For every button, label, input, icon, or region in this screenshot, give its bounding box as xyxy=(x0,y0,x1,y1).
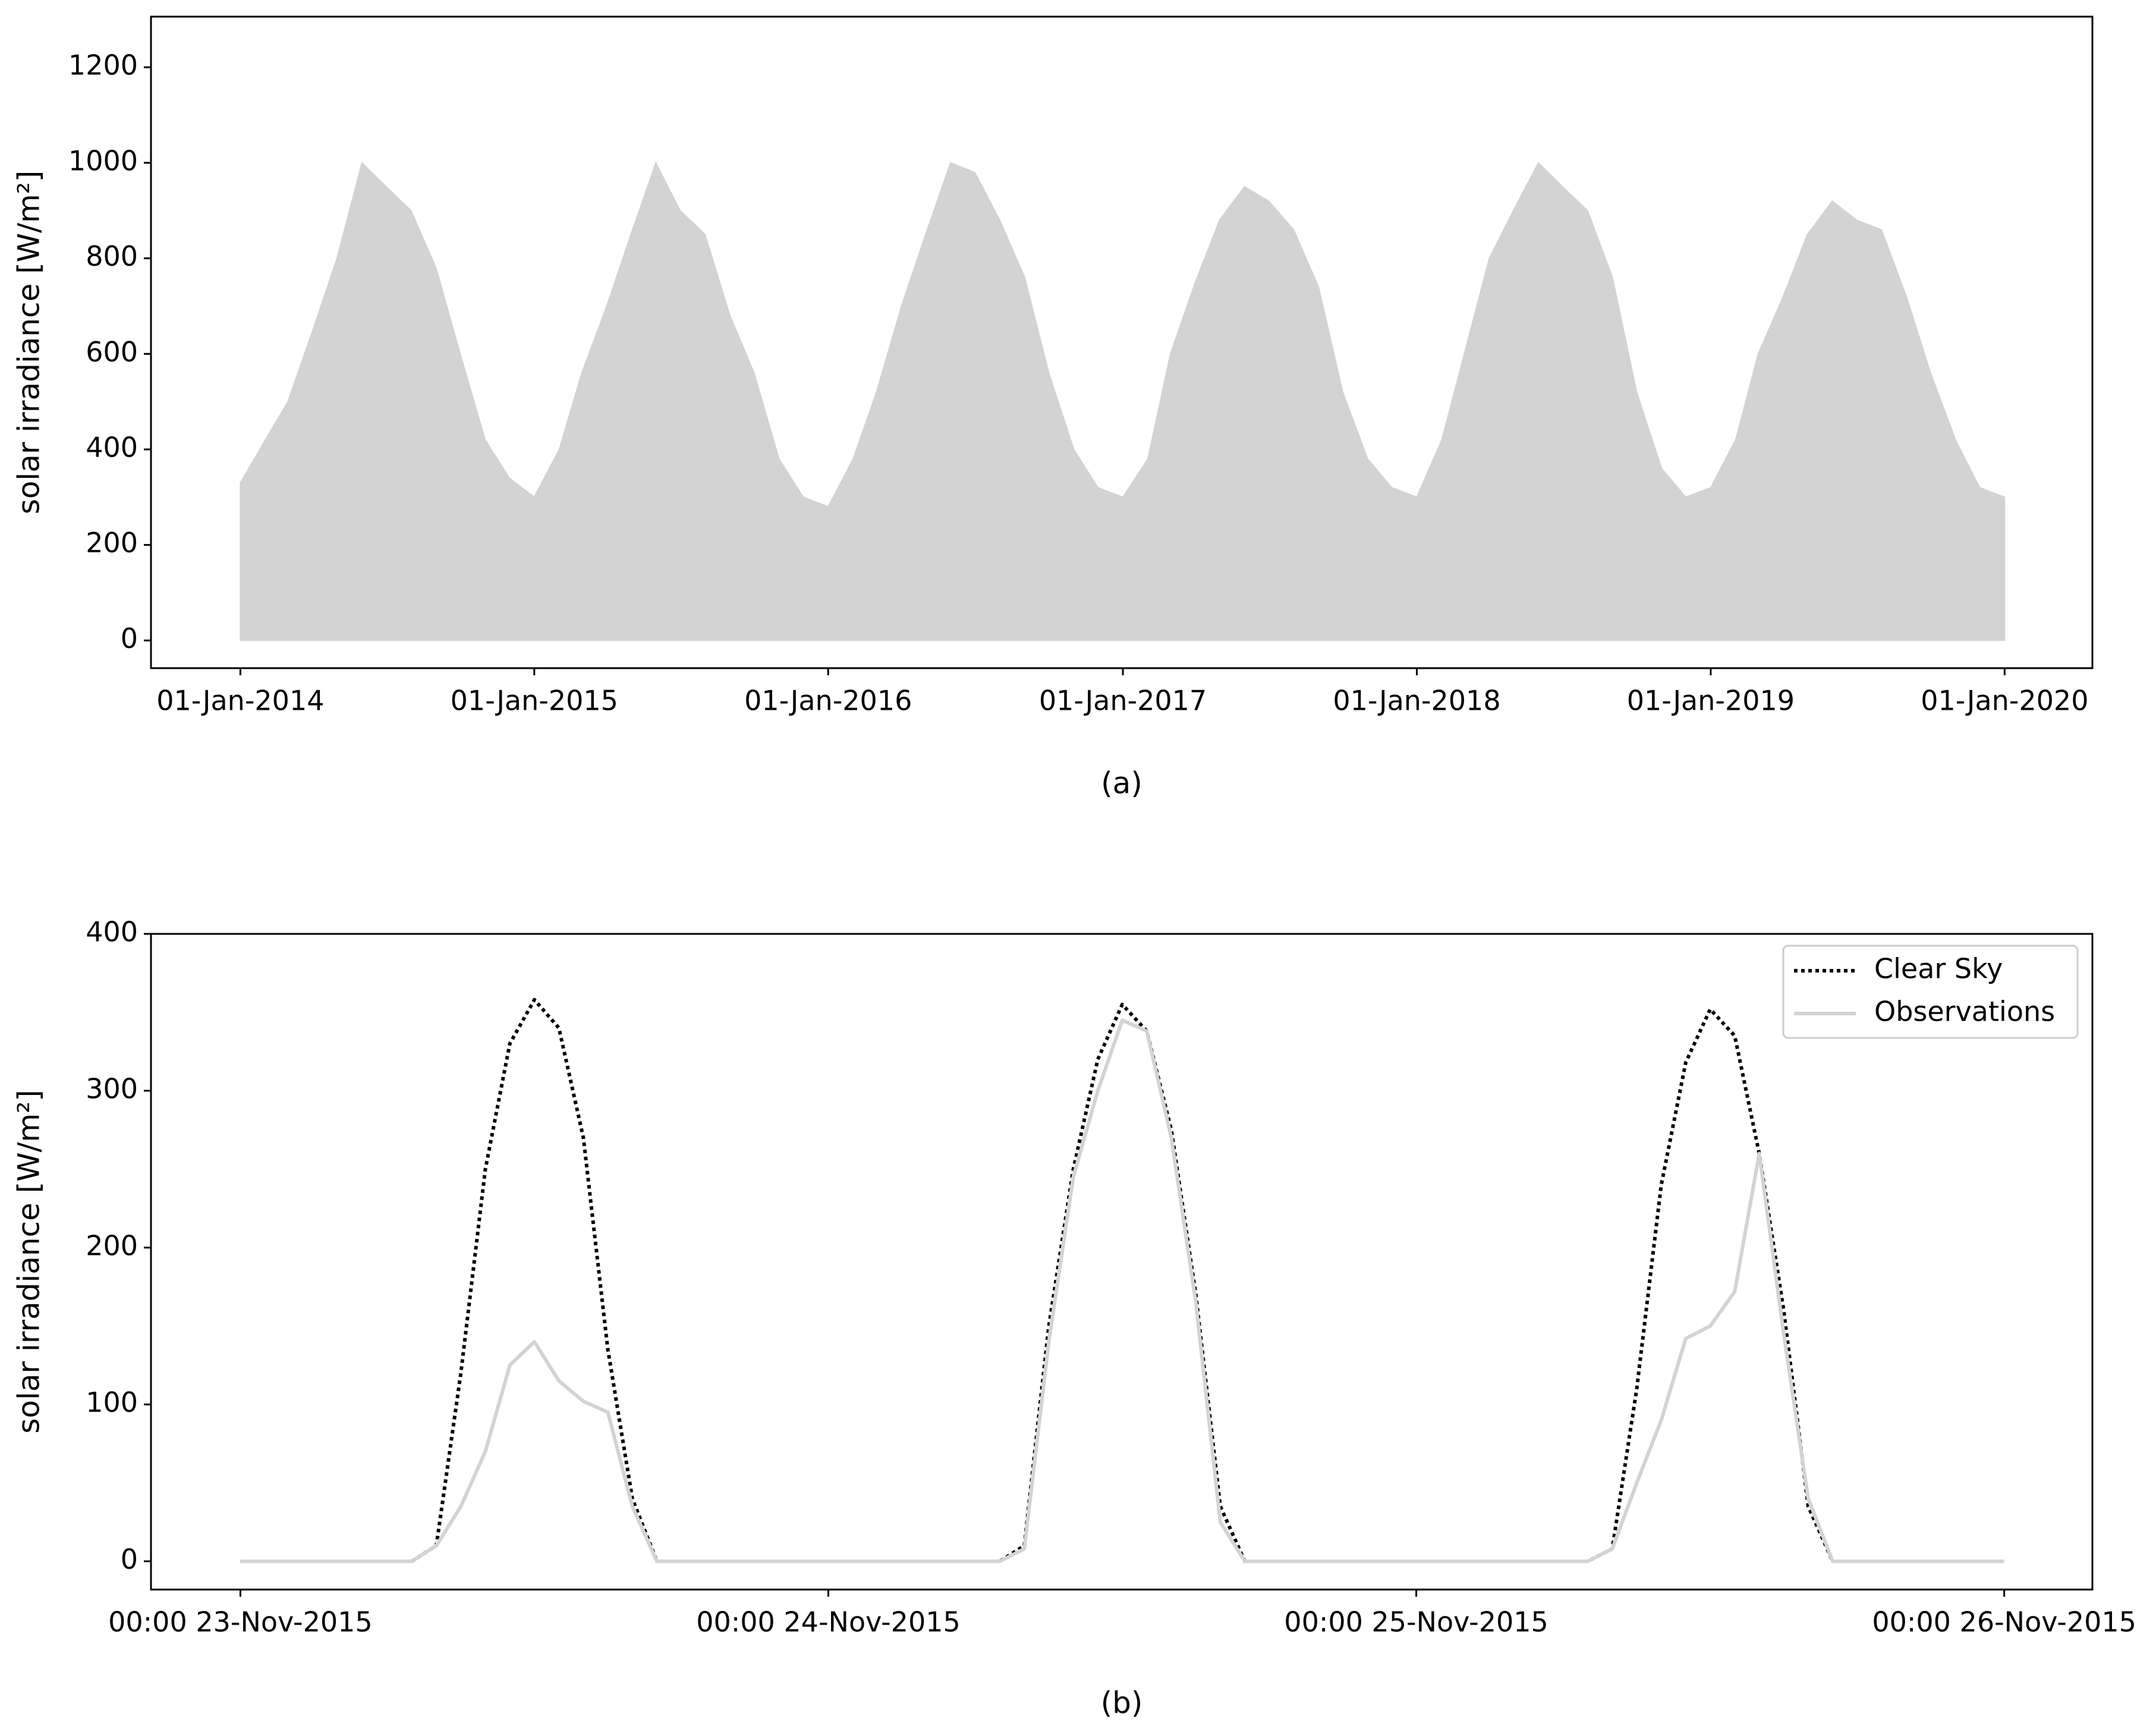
x-tick-label: 00:00 25-Nov-2015 xyxy=(1284,1606,1548,1638)
axes-frame xyxy=(150,15,2094,669)
axes-frame xyxy=(150,933,2094,1591)
line xyxy=(240,997,2004,1563)
legend-label: Observations xyxy=(1874,996,2055,1028)
line xyxy=(240,1018,2004,1563)
y-tick-label: 100 xyxy=(86,1386,138,1418)
y-tick-label: 800 xyxy=(86,240,138,272)
x-tick-label: 01-Jan-2019 xyxy=(1627,685,1795,717)
x-tick-label: 01-Jan-2018 xyxy=(1333,685,1500,717)
x-tick-label: 01-Jan-2015 xyxy=(451,685,618,717)
x-tick-label: 00:00 26-Nov-2015 xyxy=(1872,1606,2136,1638)
caption: (b) xyxy=(1101,1686,1143,1720)
legend-box xyxy=(1782,945,2079,1039)
y-tick-label: 400 xyxy=(86,916,138,948)
x-tick-label: 01-Jan-2014 xyxy=(156,685,324,717)
legend-label: Clear Sky xyxy=(1874,953,2003,985)
y-tick-label: 200 xyxy=(86,527,138,559)
x-tick-label: 01-Jan-2017 xyxy=(1039,685,1207,717)
y-tick-label: 1000 xyxy=(68,144,138,177)
caption: (a) xyxy=(1101,766,1142,801)
y-axis-label: solar irradiance [W/m²] xyxy=(12,171,46,515)
x-tick-label: 00:00 23-Nov-2015 xyxy=(108,1606,373,1638)
area xyxy=(240,161,2006,641)
y-tick-label: 1200 xyxy=(68,49,138,81)
y-tick-label: 200 xyxy=(86,1229,138,1261)
x-tick-label: 01-Jan-2020 xyxy=(1921,685,2088,717)
y-tick-label: 300 xyxy=(86,1072,138,1104)
y-tick-label: 400 xyxy=(86,431,138,463)
x-tick-label: 00:00 24-Nov-2015 xyxy=(696,1606,961,1638)
y-tick-label: 0 xyxy=(121,1543,138,1575)
y-tick-label: 600 xyxy=(86,336,138,368)
x-tick-label: 01-Jan-2016 xyxy=(744,685,912,717)
y-axis-label: solar irradiance [W/m²] xyxy=(12,1090,46,1434)
y-tick-label: 0 xyxy=(121,622,138,654)
